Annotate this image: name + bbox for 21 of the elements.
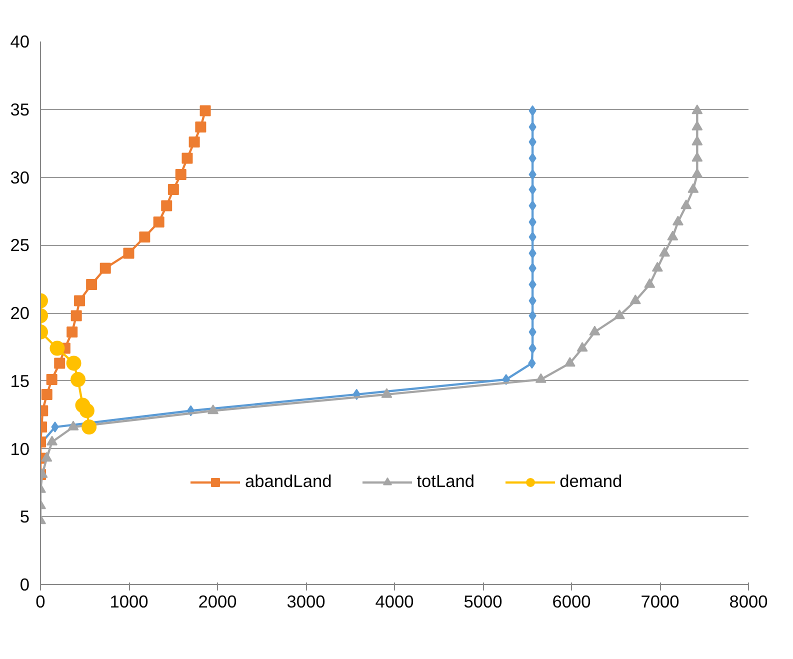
y-tick-label: 15 bbox=[10, 370, 30, 391]
legend-label: abandLand bbox=[245, 471, 332, 492]
y-tick-label: 35 bbox=[10, 99, 30, 120]
legend-label: totLand bbox=[416, 471, 475, 492]
y-tick-label: 5 bbox=[20, 506, 30, 527]
y-tick-label: 40 bbox=[10, 32, 30, 52]
x-tick-label: 1000 bbox=[110, 592, 148, 612]
x-tick-label: 3000 bbox=[286, 592, 326, 612]
x-tick-label: 8000 bbox=[729, 592, 768, 612]
x-tick-label: 2000 bbox=[198, 592, 237, 612]
y-tick-label: 0 bbox=[20, 574, 30, 594]
y-tick-label: 10 bbox=[10, 438, 30, 459]
y-tick-label: 20 bbox=[10, 303, 30, 323]
x-tick-label: 4000 bbox=[375, 592, 414, 612]
legend-label: demand bbox=[560, 471, 622, 492]
x-tick-label: 7000 bbox=[640, 592, 680, 612]
x-tick-label: 6000 bbox=[552, 592, 591, 612]
x-tick-label: 5000 bbox=[464, 592, 502, 612]
y-tick-label: 30 bbox=[10, 167, 30, 188]
y-tick-label: 25 bbox=[10, 235, 30, 256]
x-tick-label: 0 bbox=[36, 592, 46, 612]
